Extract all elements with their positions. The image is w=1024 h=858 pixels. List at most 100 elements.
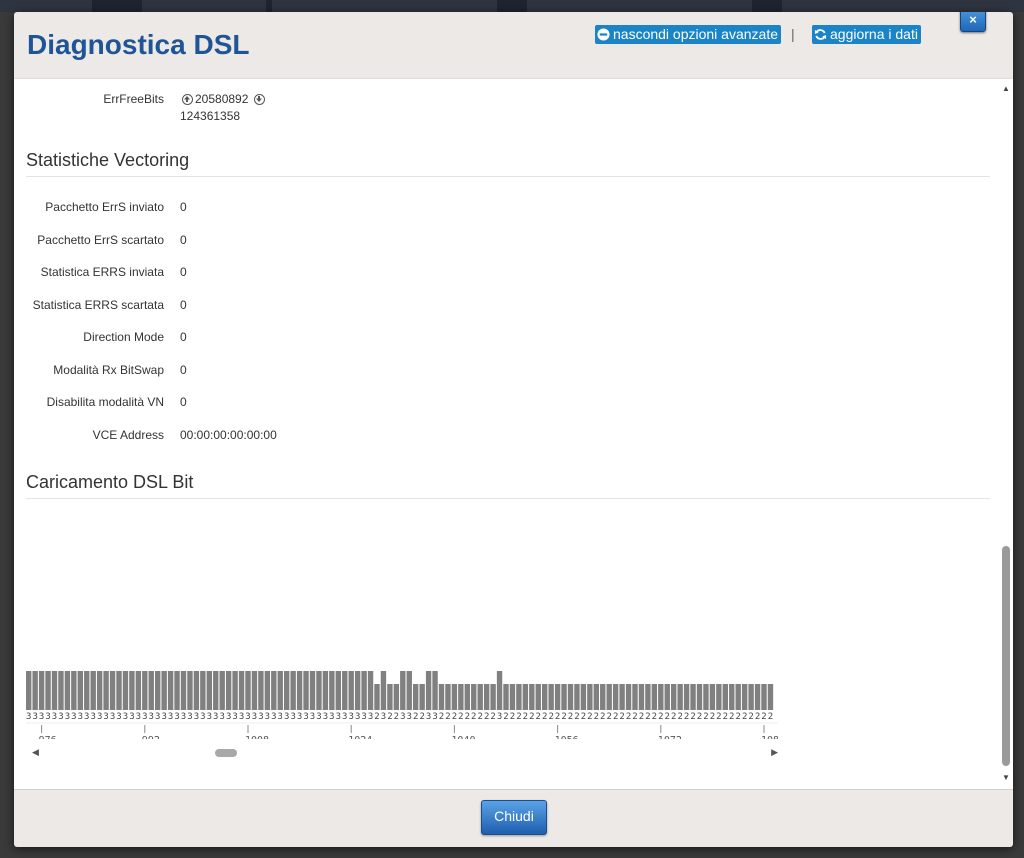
bit-value-label: 3 [194,712,199,722]
refresh-data-label: aggiorna i dati [830,26,918,42]
bit-bar [380,671,387,710]
bit-bar [161,671,167,710]
bit-value-label: 2 [458,712,463,722]
bit-bar [309,671,316,710]
bit-bar [548,684,554,710]
bit-bar [664,684,670,710]
bit-value-label: 2 [419,712,424,722]
scroll-right-arrow-icon[interactable]: ▶ [771,747,778,757]
bit-bar [754,684,761,710]
bit-bar [716,684,722,710]
bit-value-label: 2 [374,712,379,722]
bit-bar [696,684,703,710]
bit-value-label: 2 [581,712,586,722]
bit-bar [619,684,625,710]
bit-bar [432,671,438,710]
minus-circle-icon [597,28,610,41]
vectoring-row-value: 0 [180,265,187,279]
bit-bar [348,671,354,710]
vectoring-row-value: 0 [180,395,187,409]
bit-value-label: 3 [110,712,115,722]
vertical-scroll-thumb[interactable] [1002,546,1010,766]
bit-value-label: 2 [619,712,624,722]
bit-value-label: 3 [103,712,108,722]
bit-value-label: 2 [413,712,418,722]
bit-value-label: 2 [555,712,560,722]
bit-value-label: 3 [84,712,89,722]
hide-advanced-options-link[interactable]: nascondi opzioni avanzate [595,25,782,44]
vectoring-row: Pacchetto ErrS inviato 0 [14,200,984,216]
bit-bar [335,671,341,710]
errfree-up-value: 20580892 [195,92,249,106]
bit-bar [393,684,400,710]
vectoring-row: Pacchetto ErrS scartato 0 [14,233,984,249]
bit-value-label: 2 [477,712,482,722]
bit-value-label: 3 [213,712,218,722]
bit-bar [219,671,225,710]
bit-value-label: 2 [445,712,450,722]
modal-vertical-scrollbar[interactable]: ▲ ▼ [999,79,1013,789]
bit-value-label: 2 [516,712,521,722]
bit-value-label: 3 [168,712,173,722]
bit-bar [64,671,71,710]
chart-horizontal-scrollbar[interactable]: ◀ ▶ [28,746,778,760]
bit-value-label: 3 [252,712,257,722]
bit-value-label: 2 [439,712,444,722]
scroll-left-arrow-icon[interactable]: ◀ [32,747,39,757]
bit-value-label: 3 [32,712,37,722]
bit-bar [103,671,109,710]
chart-scroll-thumb[interactable] [215,749,237,757]
vectoring-row-value: 0 [180,232,187,247]
bit-value-label: 3 [78,712,83,722]
vectoring-row: VCE Address 00:00:00:00:00:00 [14,428,984,444]
bit-bar [271,671,277,710]
bit-value-label: 3 [207,712,212,722]
bit-bar [374,684,380,710]
scroll-up-arrow-icon[interactable]: ▲ [1002,84,1010,93]
bit-value-label: 3 [123,712,128,722]
bit-bar [96,671,103,710]
modal-close-button[interactable]: × [960,12,986,32]
bit-value-label: 3 [58,712,63,722]
vectoring-row-value: 0 [180,297,187,312]
dsl-diagnostics-modal: Diagnostica DSL nascondi opzioni avanzat… [14,12,1013,847]
bit-value-label: 3 [400,712,405,722]
bit-bar [529,684,535,710]
bit-value-label: 2 [394,712,399,722]
bit-value-label: 3 [361,712,366,722]
vectoring-row: Modalità Rx BitSwap 0 [14,363,984,379]
bit-bar [735,684,741,710]
bit-value-label: 3 [116,712,121,722]
modal-body[interactable]: ErrFreeBits 20580892 124361358 Statistic… [14,78,1013,790]
bit-value-label: 3 [90,712,95,722]
close-modal-button[interactable]: Chiudi [481,800,547,835]
bit-value-label: 2 [723,712,728,722]
scroll-down-arrow-icon[interactable]: ▼ [1002,773,1010,782]
bit-bar [122,671,129,710]
bit-bar [516,684,522,710]
bit-value-label: 2 [755,712,760,722]
vectoring-row: Statistica ERRS inviata 0 [14,265,984,281]
modal-title: Diagnostica DSL [27,29,250,60]
bit-bar [671,684,677,710]
arrow-down-circle-icon [253,94,265,105]
bit-value-label: 2 [639,712,644,722]
bit-bar [458,684,464,710]
vectoring-row-value: 00:00:00:00:00:00 [180,427,277,442]
background-block [752,0,782,12]
bit-bar [400,671,406,710]
bit-value-label: 3 [129,712,134,722]
bit-bar [90,671,96,710]
bit-value-label: 2 [594,712,599,722]
vectoring-row-label: VCE Address [92,427,164,442]
bit-value-label: 3 [290,712,295,722]
bit-value-label: 3 [97,712,102,722]
refresh-data-link[interactable]: aggiorna i dati [812,25,921,44]
bit-value-label: 3 [381,712,386,722]
vectoring-row-label: Direction Mode [83,330,164,344]
bit-value-label: 2 [387,712,392,722]
refresh-icon [814,29,827,40]
bit-value-label: 2 [490,712,495,722]
vectoring-row: Statistica ERRS scartata 0 [14,298,984,314]
bit-value-label: 2 [671,712,676,722]
